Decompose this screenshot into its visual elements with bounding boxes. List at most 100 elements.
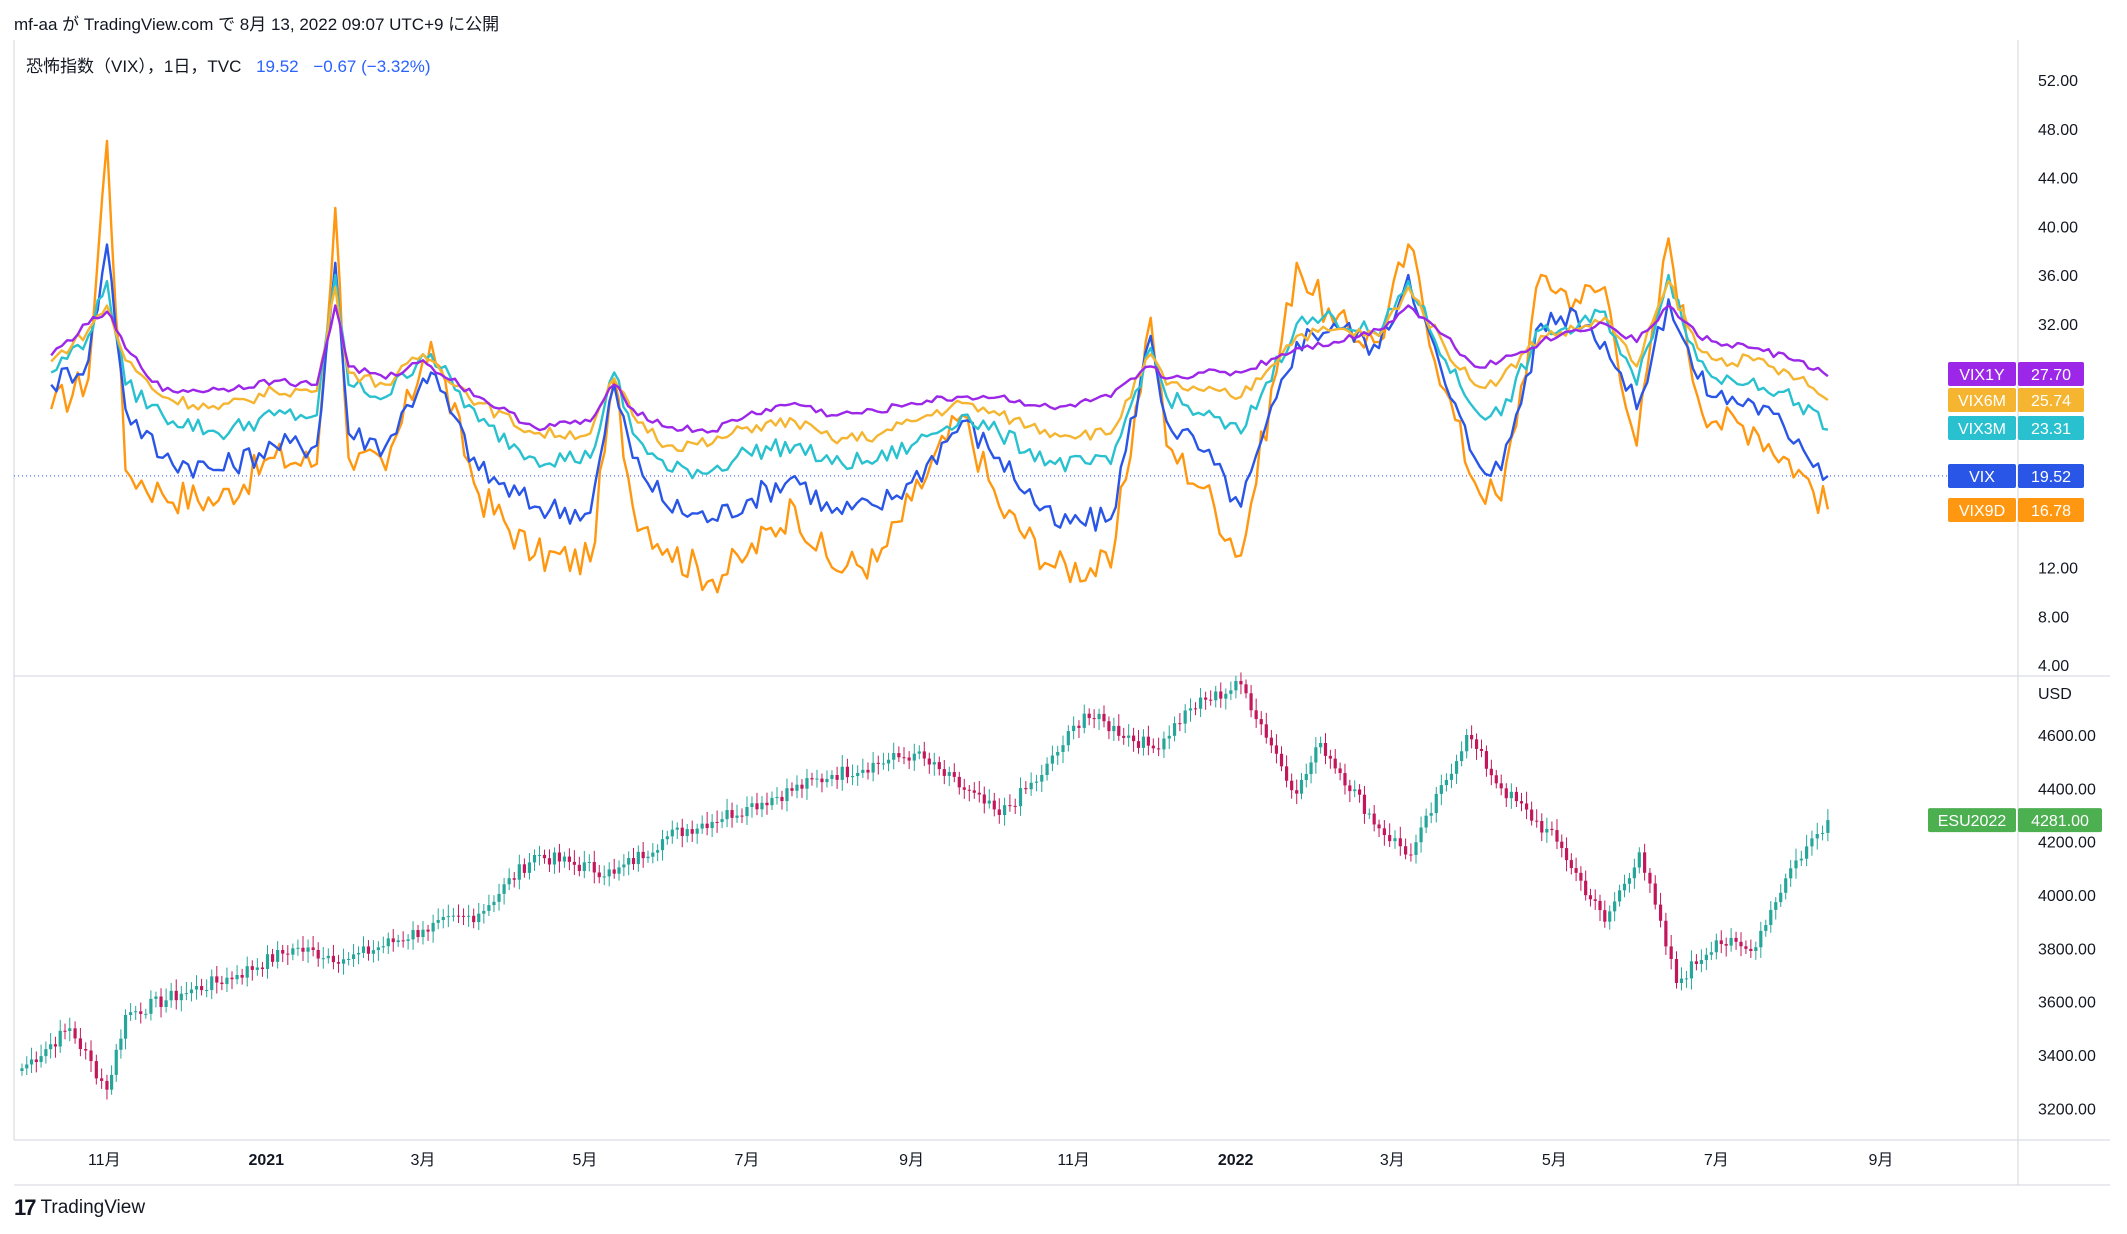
candle-body xyxy=(1338,768,1342,774)
candle-body xyxy=(651,852,655,857)
candle-body xyxy=(169,990,173,1001)
candle xyxy=(326,948,330,964)
candle xyxy=(1127,724,1131,747)
candle xyxy=(917,745,921,760)
candle xyxy=(1239,672,1243,695)
candle-body xyxy=(907,757,911,761)
candle xyxy=(1719,930,1723,954)
candle xyxy=(1131,727,1136,752)
candle xyxy=(361,936,366,959)
candle-body xyxy=(947,772,951,776)
candle xyxy=(937,756,941,776)
candle xyxy=(992,792,996,817)
candle-body xyxy=(845,766,850,778)
candle xyxy=(1593,889,1597,910)
candle xyxy=(856,765,860,786)
candle xyxy=(296,939,300,956)
candle xyxy=(1066,725,1070,752)
candle-body xyxy=(1509,791,1513,799)
candle-body xyxy=(1131,735,1136,742)
tag-value: 27.70 xyxy=(2031,367,2071,384)
candle xyxy=(1699,949,1703,973)
candle xyxy=(1454,754,1459,784)
candle xyxy=(1470,725,1474,749)
candle-body xyxy=(159,996,163,1007)
candle-body xyxy=(770,797,774,806)
candle xyxy=(1061,735,1065,764)
candle xyxy=(401,931,405,948)
candle xyxy=(396,934,400,947)
candle xyxy=(602,865,606,886)
candle xyxy=(710,813,714,838)
candle-body xyxy=(1674,958,1679,983)
candle-body xyxy=(1555,830,1559,842)
candle xyxy=(1077,720,1081,739)
candle xyxy=(695,823,699,844)
candle xyxy=(1254,698,1258,728)
candle-body xyxy=(487,905,491,911)
candle-body xyxy=(1234,680,1238,691)
candle-body xyxy=(755,803,759,810)
candle xyxy=(1545,817,1549,843)
candle-body xyxy=(840,766,844,780)
candle-body xyxy=(89,1050,93,1062)
candle xyxy=(1805,834,1809,867)
candle xyxy=(927,752,931,774)
candle xyxy=(1013,798,1017,814)
candle xyxy=(1789,860,1793,887)
candle-body xyxy=(326,955,330,959)
candle xyxy=(1107,716,1111,740)
candle-body xyxy=(572,861,576,865)
candle-body xyxy=(1608,911,1612,922)
candle-body xyxy=(805,778,809,789)
tag-name-bg xyxy=(1948,362,2016,386)
candle-body xyxy=(436,920,440,923)
price-tag-vix9d: VIX9D 16.78 xyxy=(1948,498,2084,522)
candle xyxy=(1162,731,1166,758)
candle xyxy=(1524,791,1529,820)
candle-body xyxy=(1689,961,1694,979)
candle xyxy=(1112,717,1116,741)
axes: 52.00 48.00 44.00 40.00 36.00 32.00 12.00 8.00 4… xyxy=(88,73,2096,1169)
candle xyxy=(1151,738,1155,754)
candle xyxy=(58,1019,62,1053)
candle xyxy=(1219,682,1223,708)
candle-body xyxy=(602,876,606,878)
candle xyxy=(597,864,601,884)
candle-body xyxy=(1034,781,1039,783)
tag-value-bg xyxy=(2018,464,2084,488)
candle-body xyxy=(1056,751,1060,756)
candle-body xyxy=(1434,793,1438,814)
candle-body xyxy=(790,788,794,791)
candle xyxy=(532,849,537,871)
candle-body xyxy=(1082,713,1086,728)
candle-body xyxy=(1784,878,1788,893)
candle-body xyxy=(53,1044,58,1047)
candle-body xyxy=(820,778,824,783)
candle xyxy=(73,1021,77,1044)
candle-body xyxy=(577,864,581,871)
candle-body xyxy=(517,864,521,880)
candle-body xyxy=(1013,805,1017,807)
candle xyxy=(825,770,829,788)
candle-body xyxy=(1061,745,1065,752)
candle-body xyxy=(1333,758,1337,769)
candle-body xyxy=(1826,820,1830,833)
candle xyxy=(260,961,265,977)
candle-body xyxy=(1632,867,1636,879)
candle-body xyxy=(123,1015,128,1039)
candle xyxy=(866,762,870,780)
candle-body xyxy=(225,977,229,985)
symbol-title[interactable]: 恐怖指数（VIX），1日，TVC xyxy=(26,57,242,76)
candle xyxy=(651,843,655,864)
candle-body xyxy=(44,1049,48,1057)
candle xyxy=(517,854,521,890)
candle xyxy=(281,944,285,963)
candle xyxy=(1769,901,1773,933)
candle xyxy=(154,991,158,1008)
candle-body xyxy=(967,789,971,791)
candle xyxy=(336,954,341,973)
candle xyxy=(557,843,562,873)
candle-body xyxy=(336,962,341,964)
